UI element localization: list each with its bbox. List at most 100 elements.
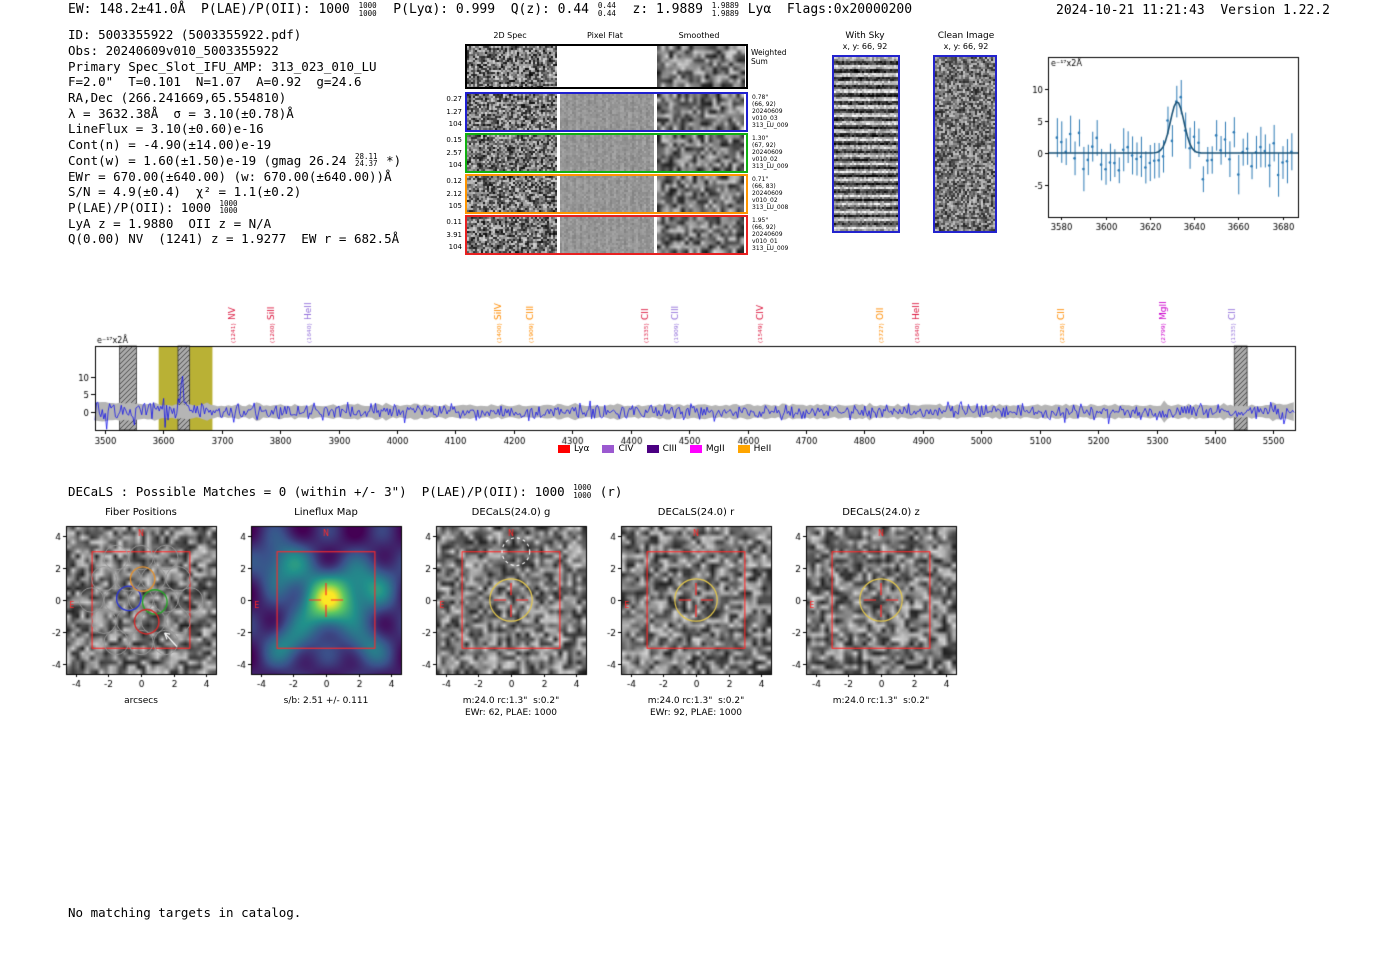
fiber-annotation-line: 20240609 — [752, 231, 783, 238]
withsky-title: With Sky — [845, 31, 885, 41]
info-fraction: 28.11 24.37 — [354, 151, 378, 169]
fiber-row-annotation: 0.78" (66, 92) 20240609 v010_03 313_LU_009 — [752, 92, 824, 129]
fiber-annotation-line: 20240609 — [752, 149, 783, 156]
fiber-stat: 104 — [448, 243, 462, 251]
info-text: Obs: 20240609v010_5003355922 — [68, 43, 279, 59]
footer-notes: No matching targets in catalog. Row inte… — [68, 874, 301, 953]
info-line: Primary Spec_Slot_IFU_AMP: 313_023_010_L… — [68, 58, 401, 74]
cutout-canvas-fibers — [36, 522, 222, 694]
legend-item: MgII — [689, 444, 725, 454]
fiber-annotation-line: (67, 92) — [752, 142, 776, 149]
info-text: Cont(w) = 1.60(±1.50)e-19 (gmag 26.24 — [68, 152, 354, 168]
info-line: Q(0.00) NV (1241) z = 1.9277 EW r = 682.… — [68, 231, 401, 247]
spec2d-fiber-row — [465, 215, 748, 255]
withsky-coords: x, y: 66, 92 — [842, 42, 888, 51]
info-text: Cont(n) = -4.90(±14.00)e-19 — [68, 137, 272, 153]
cutout-title: DECaLS(24.0) r — [657, 507, 735, 518]
spec2d-fiber-row — [465, 174, 748, 214]
line-fit-plot — [1028, 47, 1313, 242]
info-line: RA,Dec (266.241669,65.554810) — [68, 90, 401, 106]
cutout-caption: m:24.0 rc:1.3" s:0.2" — [462, 696, 560, 706]
fiber-annotation-line: (66, 83) — [752, 183, 776, 190]
fiber-annotation-line: 20240609 — [752, 190, 783, 197]
info-text: S/N = 4.9(±0.4) χ² = 1.1(±0.2) — [68, 184, 302, 200]
legend-swatch — [558, 445, 570, 453]
fiber-row-stats: 0.11 3.91 104 — [428, 215, 462, 254]
cutout-canvas-r — [591, 522, 777, 694]
fiber-annotation-line: 313_LU_008 — [752, 204, 789, 211]
footer-line: No matching targets in catalog. — [68, 905, 302, 920]
fiber-2dspec-image — [467, 217, 557, 253]
spec2d-weighted-row — [465, 44, 748, 89]
spec2d-title-2dspec: 2D Spec — [493, 31, 527, 40]
cutout-caption: s/b: 2.51 +/- 0.111 — [283, 696, 369, 706]
withsky-image — [832, 55, 900, 233]
fiber-annotation-line: 0.71" — [752, 176, 769, 183]
detection-info-block: ID: 5003355922 (5003355922.pdf) Obs: 2024… — [68, 27, 401, 247]
legend-label: CIII — [662, 444, 677, 454]
info-line: LineFlux = 3.10(±0.60)e-16 — [68, 121, 401, 137]
legend-swatch — [689, 445, 702, 453]
spec2d-weighted-label: Weighted Sum — [751, 48, 787, 66]
fiber-stat: 0.11 — [446, 218, 462, 226]
fiber-stat: 0.15 — [446, 136, 462, 144]
header-fraction: 1000 1000 — [358, 1, 377, 18]
info-line: F=2.0" T=0.101 N=1.07 A=0.92 g=24.6 — [68, 74, 401, 90]
legend-label: Lyα — [574, 444, 590, 454]
fiber-smoothed-image — [657, 176, 744, 212]
clean-canvas — [935, 57, 995, 231]
info-text: LineFlux = 3.10(±0.60)e-16 — [68, 121, 264, 137]
cutout-title: Fiber Positions — [105, 507, 177, 518]
cutout-canvas-z — [776, 522, 962, 694]
fiber-annotation-line: (66, 92) — [752, 224, 776, 231]
info-text: F=2.0" T=0.101 N=1.07 A=0.92 g=24.6 — [68, 74, 362, 90]
decals-text: (r) — [592, 484, 623, 499]
cutout-panel-g: DECaLS(24.0) g m:24.0 rc:1.3" s:0.2" EWr: … — [406, 507, 596, 742]
info-line: Obs: 20240609v010_5003355922 — [68, 43, 401, 59]
info-text: *) — [378, 152, 402, 168]
fiber-stat: 2.12 — [446, 189, 462, 198]
fiber-stat: 0.27 — [446, 95, 462, 103]
cutout-title: DECaLS(24.0) z — [842, 507, 920, 518]
cutout-caption: m:24.0 rc:1.3" s:0.2" — [832, 696, 930, 706]
cutout-caption: arcsecs — [124, 696, 158, 706]
cutout-title: Lineflux Map — [294, 507, 358, 518]
header-text: EW: 148.2±41.0Å P(LAE)/P(OII): 1000 — [68, 2, 358, 17]
clean-coords: x, y: 66, 92 — [943, 42, 989, 51]
spec2d-fiber-row — [465, 92, 748, 132]
header-fraction: 1.9889 1.9889 — [711, 1, 739, 18]
withsky-canvas — [834, 57, 898, 231]
legend-label: HeII — [753, 444, 772, 454]
info-text: EWr = 670.00(±640.00) (w: 670.00(±640.00… — [68, 168, 392, 184]
weighted-label-line: Weighted — [751, 48, 787, 57]
legend-swatch — [646, 445, 659, 453]
info-line: Cont(w) = 1.60(±1.50)e-19 (gmag 26.24 28… — [68, 153, 401, 169]
fiber-row-stats: 0.12 2.12 105 — [428, 174, 462, 213]
fiber-smoothed-image — [657, 94, 744, 130]
legend-item: Lyα — [558, 444, 589, 454]
legend-item: HeII — [737, 444, 772, 454]
cutout-canvas-g — [406, 522, 592, 694]
fiber-annotation-line: 0.78" — [752, 94, 769, 101]
decals-text: DECaLS : Possible Matches = 0 (within +/… — [68, 484, 573, 499]
fiber-annotation-line: v010_03 — [752, 115, 778, 122]
legend-item: CIII — [646, 444, 677, 454]
fiber-annotation-line: 20240609 — [752, 108, 783, 115]
legend-swatch — [737, 445, 750, 453]
spec2d-weighted-2dspec-image — [467, 46, 557, 87]
clean-title: Clean Image — [937, 31, 995, 41]
fiber-annotation-line: 1.95" — [752, 217, 769, 224]
fiber-annotation-line: 1.30" — [752, 135, 769, 142]
info-text: ID: 5003355922 (5003355922.pdf) — [68, 27, 302, 43]
info-line: LyA z = 1.9880 OII z = N/A — [68, 215, 401, 231]
fiber-2dspec-image — [467, 135, 557, 171]
info-line: S/N = 4.9(±0.4) χ² = 1.1(±0.2) — [68, 184, 401, 200]
header-text: Lyα Flags:0x20000200 — [739, 2, 913, 17]
fiber-stat: 0.12 — [446, 177, 462, 185]
cutout-panel-lineflux: Lineflux Map s/b: 2.51 +/- 0.111 — [221, 507, 411, 742]
info-text: Q(0.00) NV (1241) z = 1.9277 EW r = 682.… — [68, 231, 400, 247]
fiber-2dspec-image — [467, 176, 557, 212]
fiber-smoothed-image — [657, 217, 744, 253]
spec2d-title-smoothed: Smoothed — [678, 31, 720, 40]
fiber-stat: 2.57 — [446, 148, 462, 157]
